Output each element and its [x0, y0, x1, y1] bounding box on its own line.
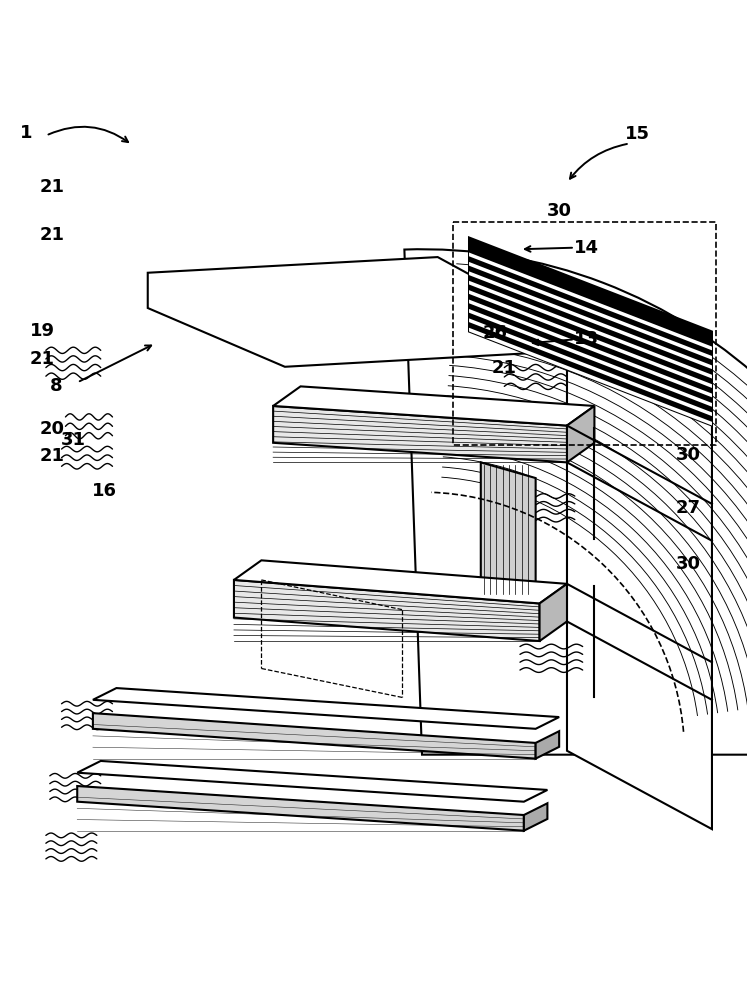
Polygon shape — [536, 731, 560, 759]
Text: 14: 14 — [574, 239, 599, 257]
Polygon shape — [469, 253, 712, 350]
Polygon shape — [524, 803, 548, 831]
Text: 30: 30 — [676, 555, 701, 573]
Polygon shape — [77, 786, 524, 831]
Polygon shape — [539, 584, 567, 641]
Polygon shape — [273, 406, 567, 462]
Text: 31: 31 — [61, 431, 86, 449]
Text: 1: 1 — [20, 124, 32, 142]
Polygon shape — [469, 290, 712, 388]
Text: 30: 30 — [547, 202, 572, 220]
Polygon shape — [469, 318, 712, 416]
Text: 21: 21 — [40, 226, 64, 244]
Polygon shape — [481, 462, 536, 596]
Polygon shape — [469, 237, 712, 426]
Text: 19: 19 — [29, 322, 55, 340]
Polygon shape — [567, 328, 712, 829]
Polygon shape — [469, 300, 712, 397]
Text: 26: 26 — [482, 324, 508, 342]
Polygon shape — [469, 328, 712, 426]
Text: 21: 21 — [40, 447, 64, 465]
Polygon shape — [148, 257, 567, 367]
Polygon shape — [234, 560, 567, 603]
Polygon shape — [93, 713, 536, 759]
Polygon shape — [469, 281, 712, 379]
Text: 30: 30 — [676, 446, 701, 464]
Text: 16: 16 — [92, 482, 117, 500]
Polygon shape — [469, 309, 712, 407]
Wedge shape — [404, 249, 750, 755]
Text: 21: 21 — [29, 350, 55, 368]
Text: 13: 13 — [574, 330, 599, 348]
Polygon shape — [273, 386, 595, 426]
Polygon shape — [469, 271, 712, 369]
Text: 20: 20 — [40, 420, 64, 438]
Polygon shape — [234, 580, 539, 641]
Text: 27: 27 — [676, 499, 701, 517]
Polygon shape — [93, 688, 560, 729]
Polygon shape — [77, 761, 548, 802]
Polygon shape — [567, 406, 595, 462]
Text: 21: 21 — [492, 359, 517, 377]
Text: 21: 21 — [40, 178, 64, 196]
Polygon shape — [469, 262, 712, 360]
Text: 15: 15 — [625, 125, 650, 143]
Text: 8: 8 — [50, 377, 62, 395]
